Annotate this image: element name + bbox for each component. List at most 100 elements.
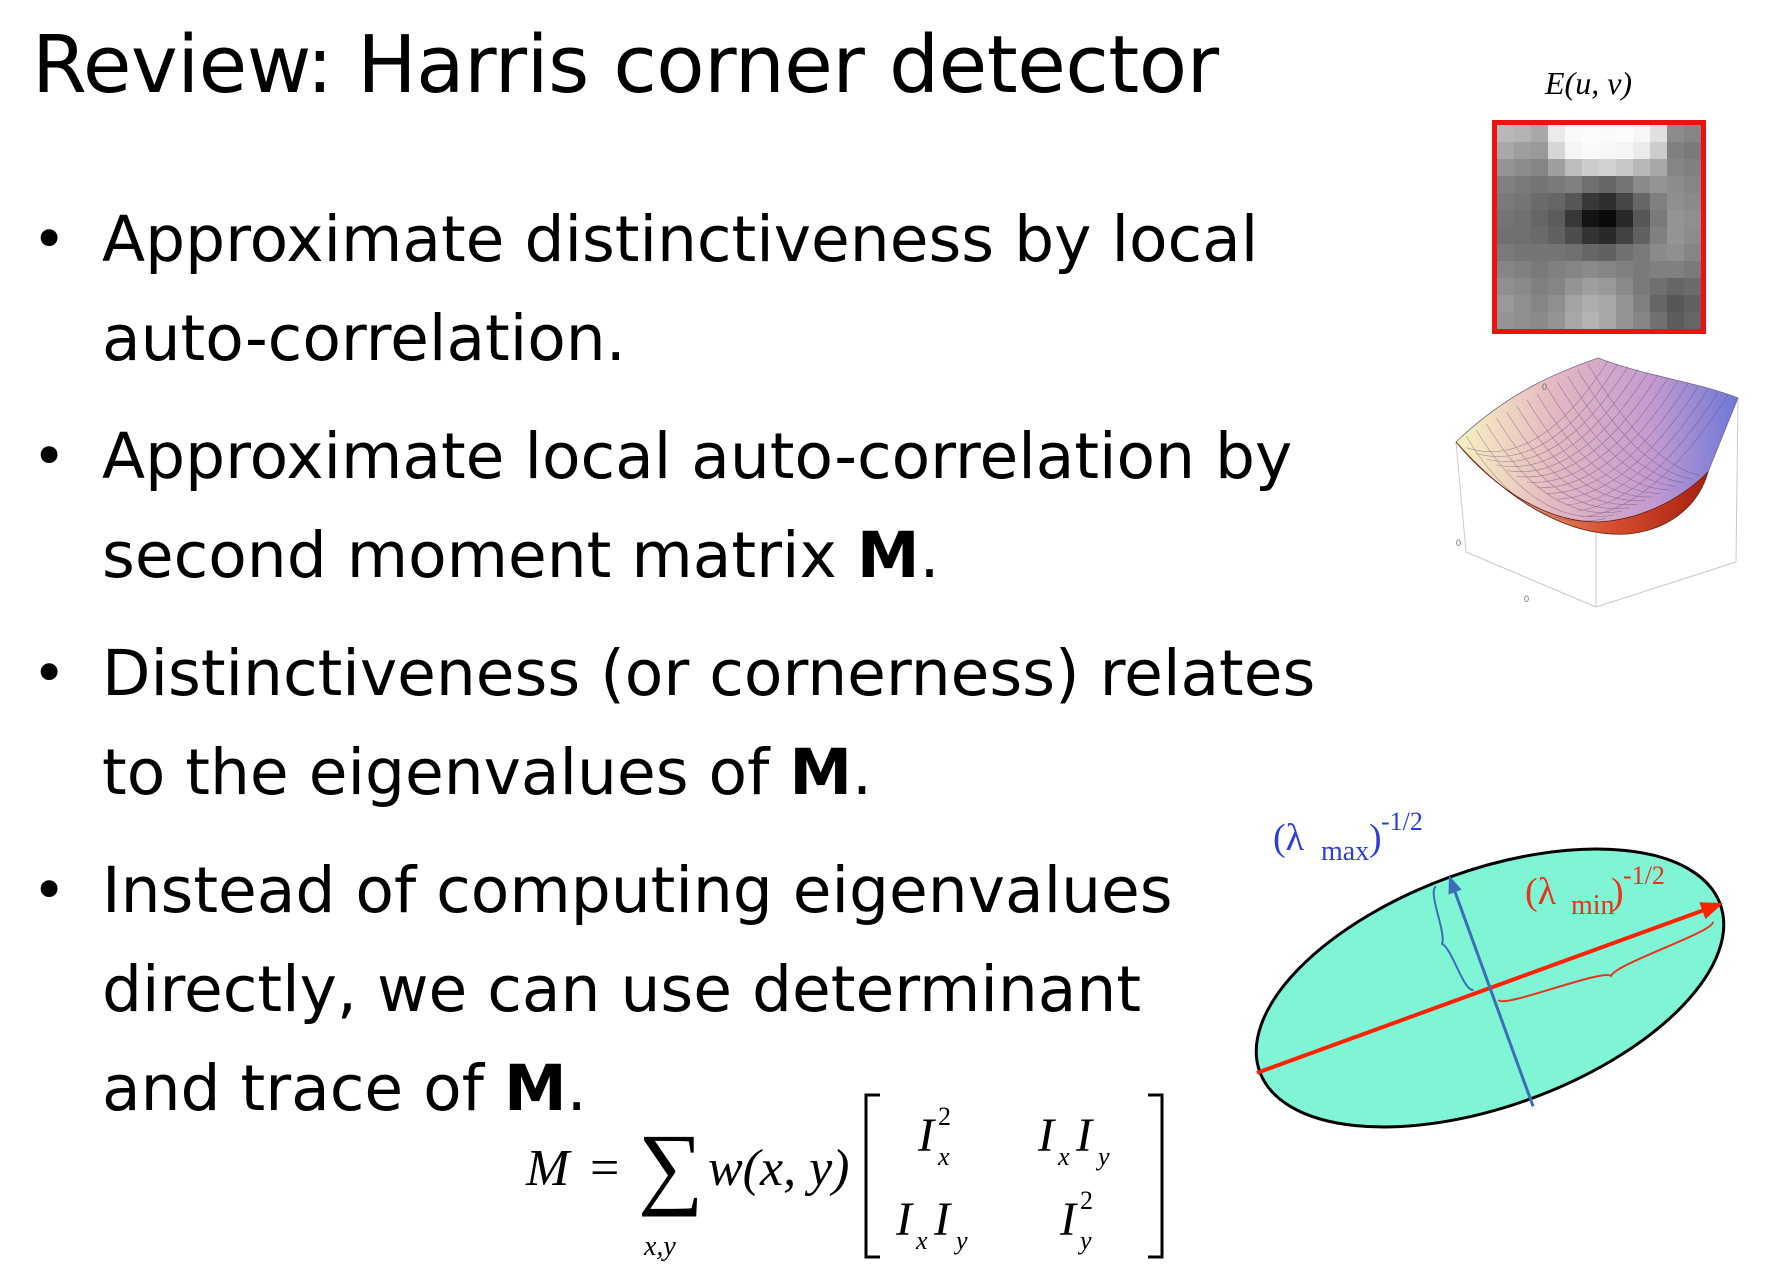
heatmap-cell <box>1582 312 1599 329</box>
heatmap-cell <box>1565 125 1582 142</box>
heatmap-cell <box>1667 125 1684 142</box>
bowl-mesh-line <box>1526 377 1669 483</box>
heatmap-cell <box>1633 261 1650 278</box>
bowl-mesh-line <box>1537 380 1679 489</box>
heatmap-cell <box>1599 244 1616 261</box>
bullet-line: Distinctiveness (or cornerness) relates <box>102 637 1316 710</box>
bullet-line: second moment matrix M. <box>102 519 940 592</box>
heatmap-cell <box>1599 295 1616 312</box>
heatmap-cell <box>1633 176 1650 193</box>
heatmap-cell <box>1531 244 1548 261</box>
svg-text:-1/2: -1/2 <box>1381 807 1423 836</box>
heatmap-cell <box>1667 176 1684 193</box>
heatmap-cell <box>1548 142 1565 159</box>
svg-text:(λ: (λ <box>1525 871 1557 913</box>
heatmap-cell <box>1582 227 1599 244</box>
svg-text:x: x <box>915 1226 928 1255</box>
heatmap-cell <box>1497 125 1514 142</box>
svg-text:max: max <box>1321 836 1369 867</box>
matrix-entry-22: I y 2 <box>1059 1186 1093 1255</box>
heatmap-cell <box>1497 261 1514 278</box>
minor-axis-arrowhead <box>1448 875 1462 895</box>
heatmap-cell <box>1514 227 1531 244</box>
heatmap-cell <box>1616 295 1633 312</box>
heatmap-cell <box>1616 125 1633 142</box>
matrix-entry-21: I x I y <box>895 1193 968 1255</box>
heatmap-cell <box>1548 261 1565 278</box>
heatmap-cell <box>1633 312 1650 329</box>
equation-svg: M = ∑ x,y w(x, y) I x 2 I x I y I <box>525 1093 1164 1262</box>
bowl-mesh-line <box>1465 435 1606 522</box>
bowl-mesh-line <box>1466 360 1609 452</box>
bullet-line: directly, we can use determinant <box>102 953 1142 1026</box>
heatmap-cell <box>1531 210 1548 227</box>
heatmap-cell <box>1616 278 1633 295</box>
left-bracket <box>864 1093 880 1259</box>
heatmap-cell <box>1684 193 1701 210</box>
heatmap-cell <box>1684 125 1701 142</box>
summation-symbol: ∑ <box>638 1115 704 1217</box>
bowl-mesh-line <box>1577 369 1693 480</box>
heatmap-cell <box>1497 210 1514 227</box>
bowl-mesh-line <box>1547 383 1689 494</box>
heatmap-cell <box>1497 278 1514 295</box>
heatmap-cell <box>1514 295 1531 312</box>
heatmap-cell <box>1650 295 1667 312</box>
svg-text:I: I <box>895 1193 914 1246</box>
heatmap-cell <box>1514 244 1531 261</box>
heatmap-cell <box>1548 159 1565 176</box>
bowl-mesh-line <box>1506 372 1649 472</box>
bowl-mesh-line <box>1496 417 1630 509</box>
heatmap-cell <box>1531 227 1548 244</box>
heatmap-cell <box>1599 278 1616 295</box>
heatmap-cell <box>1514 176 1531 193</box>
error-surface-label: E(u, v) <box>1545 65 1633 101</box>
bowl-mesh-line <box>1587 394 1729 517</box>
heatmap-cell <box>1582 159 1599 176</box>
bowl-tick-label: 0 <box>1542 382 1547 392</box>
heatmap-cell <box>1616 159 1633 176</box>
heatmap-cell <box>1548 227 1565 244</box>
bullet-glyph: • <box>32 856 67 924</box>
heatmap-cell <box>1684 261 1701 278</box>
heatmap-cell <box>1497 193 1514 210</box>
heatmap-cell <box>1650 278 1667 295</box>
error-bowl-surface: 0 0 0 <box>1455 357 1739 608</box>
heatmap-cell <box>1531 142 1548 159</box>
heatmap-cell <box>1684 227 1701 244</box>
bowl-tick-label: 0 <box>1456 538 1461 548</box>
heatmap-cell <box>1633 210 1650 227</box>
heatmap-cell <box>1650 312 1667 329</box>
lambda-min-label: (λ min ) -1/2 <box>1525 861 1665 921</box>
heatmap-cell <box>1599 159 1616 176</box>
heatmap-cell <box>1548 295 1565 312</box>
heatmap-cell <box>1616 193 1633 210</box>
heatmap-cell <box>1684 312 1701 329</box>
heatmap-cell <box>1616 312 1633 329</box>
weight-function: w(x, y) <box>708 1140 849 1197</box>
heatmap-cell <box>1582 261 1599 278</box>
bullet-glyph: • <box>32 422 67 490</box>
heatmap-cell <box>1582 295 1599 312</box>
bowl-mesh-line <box>1486 366 1629 462</box>
heatmap-cell <box>1514 159 1531 176</box>
bowl-mesh-line <box>1567 375 1685 484</box>
heatmap-cell <box>1684 176 1701 193</box>
heatmap-cell <box>1667 227 1684 244</box>
equation-equals: = <box>590 1140 619 1197</box>
bowl-mesh <box>1465 360 1729 522</box>
bullet-glyph: • <box>32 639 67 707</box>
heatmap-cell <box>1548 125 1565 142</box>
major-axis-brace <box>1497 920 1714 1003</box>
heatmap-cell <box>1497 176 1514 193</box>
bowl-mesh-line <box>1557 386 1699 500</box>
heatmap-cell <box>1667 193 1684 210</box>
heatmap-cell <box>1582 176 1599 193</box>
minor-axis <box>1453 889 1535 1107</box>
bullet-line: auto-correlation. <box>102 302 626 375</box>
heatmap-cell <box>1684 142 1701 159</box>
heatmap-cell <box>1616 244 1633 261</box>
bowl-mesh-line <box>1506 411 1638 506</box>
heatmap-cell <box>1599 193 1616 210</box>
heatmap-cell <box>1565 227 1582 244</box>
